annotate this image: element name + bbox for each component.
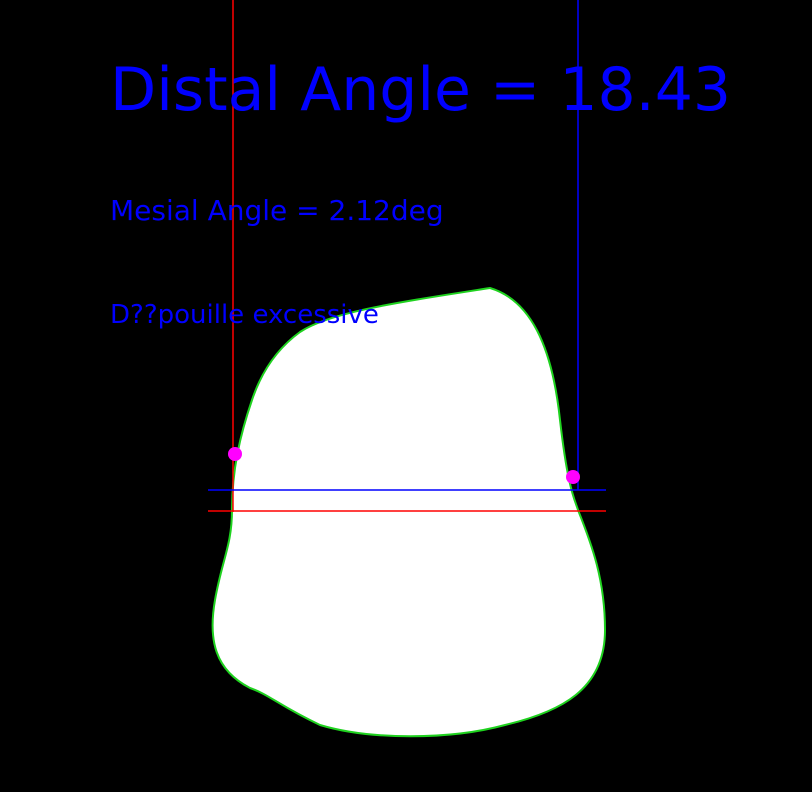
status-label: D??pouille excessive <box>110 300 379 330</box>
tooth-silhouette <box>211 286 607 738</box>
mesial-angle-label: Mesial Angle = 2.12deg <box>110 194 444 227</box>
distal-contact-point <box>228 447 242 461</box>
mesial-contact-point <box>566 470 580 484</box>
distal-angle-label: Distal Angle = 18.43 <box>110 55 731 125</box>
